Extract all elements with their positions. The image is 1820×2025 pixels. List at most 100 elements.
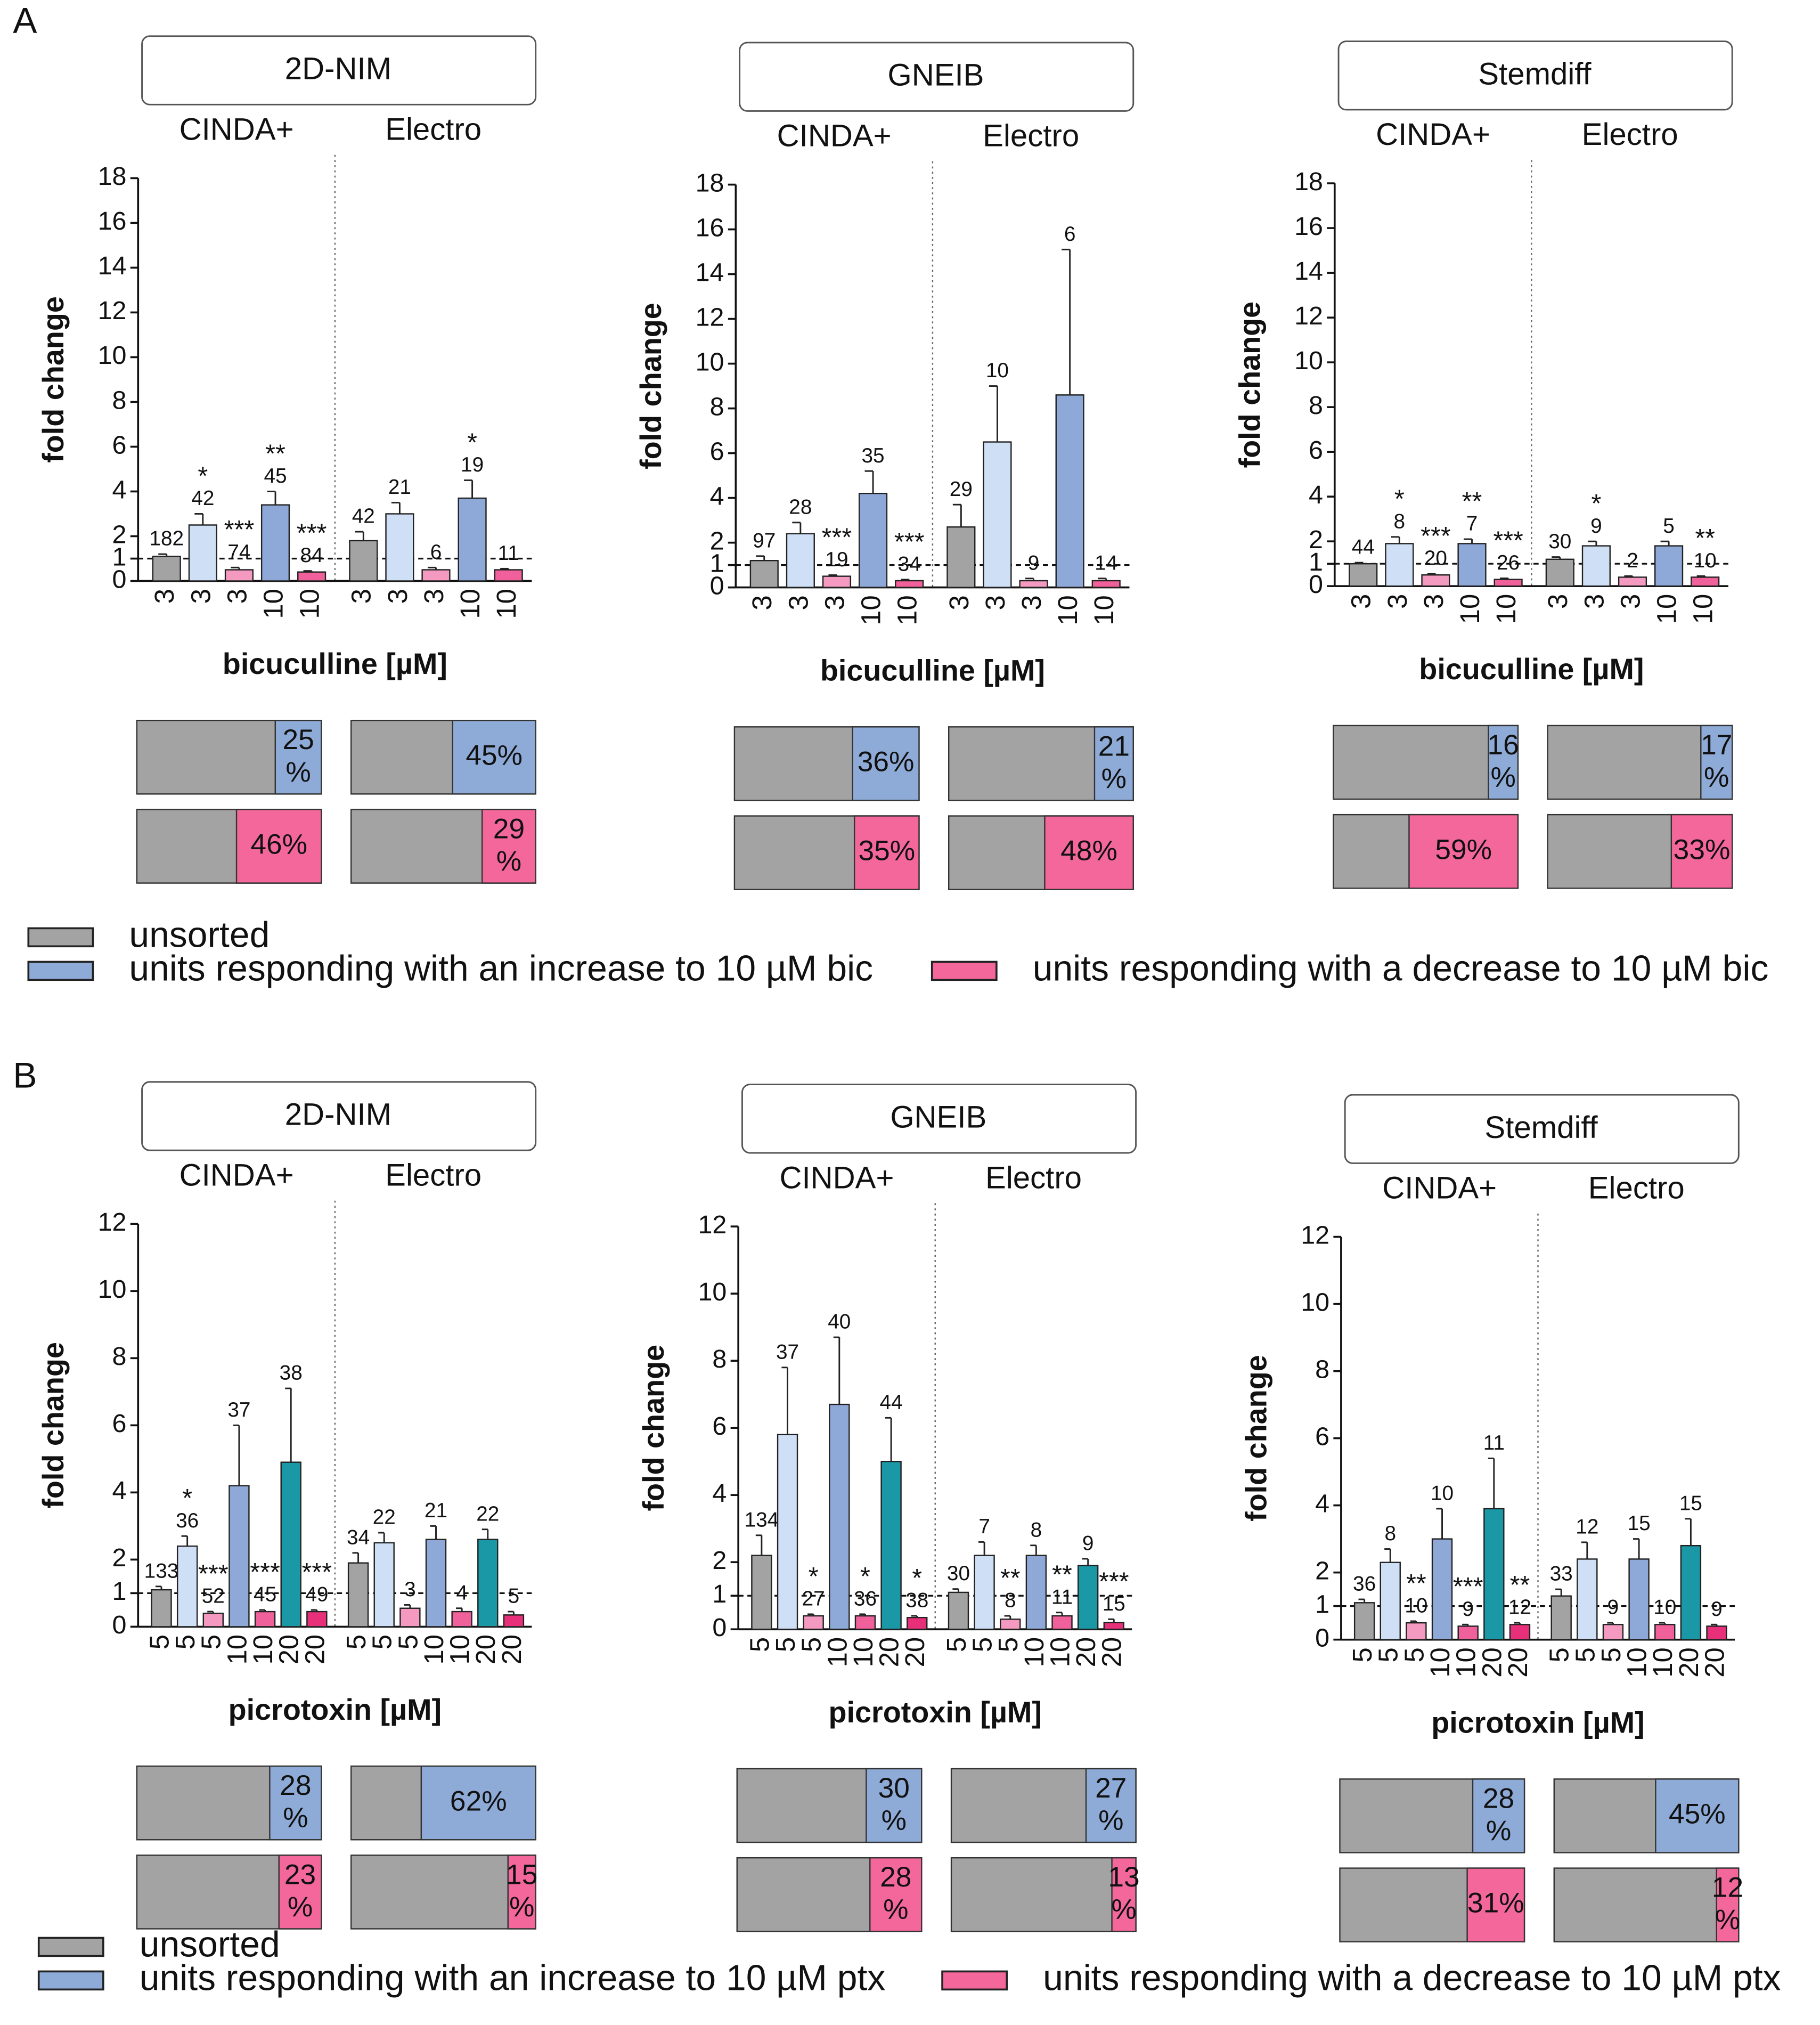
bar [1091,580,1121,588]
x-tick-label: 10 [1491,594,1521,624]
n-label: 30 [1548,530,1571,553]
response-segment [866,1768,923,1843]
significance: *** [1421,522,1451,550]
x-tick-label: 10 [848,1637,878,1668]
bar [477,1539,499,1628]
y-tick-label: 4 [1315,1489,1329,1518]
n-label: 133 [144,1559,179,1582]
response-label-part: % [1101,763,1127,794]
response-segment [1655,1778,1740,1853]
n-label: 37 [227,1398,250,1421]
y-axis-label: fold change [37,296,70,463]
y-tick-label: 12 [1294,302,1323,330]
response-label: 62% [450,1785,507,1817]
response-segment [1085,1768,1137,1843]
bar [1545,558,1574,587]
response-label-part: % [1098,1805,1123,1836]
response-box [1333,725,1519,800]
y-tick-label: 2 [112,1543,127,1572]
n-label: 27 [802,1587,825,1610]
response-label-part: 12 [1712,1872,1743,1904]
bar [399,1607,421,1628]
response-segment [1408,814,1519,889]
x-tick-label: 10 [1652,594,1682,624]
bar [503,1614,525,1628]
response-segment [853,815,920,890]
response-label: 48% [1060,835,1117,867]
response-label: 45% [466,739,523,771]
bar [829,1403,850,1630]
n-label: 28 [789,495,812,518]
x-tick-label: 10 [1052,595,1083,625]
n-label: 9 [1711,1598,1723,1621]
y-tick-label: 4 [710,482,724,510]
response-label-part: % [496,845,521,877]
n-label: 7 [978,1515,990,1538]
significance: *** [1453,1572,1483,1601]
response-label: 21% [1098,730,1130,794]
significance: *** [297,519,327,548]
response-box [950,1857,1137,1932]
bar [1509,1624,1531,1640]
n-label: 30 [947,1562,970,1585]
legend-label: unsorted [140,1924,280,1964]
x-tick-label: 10 [1019,1637,1049,1668]
group-label: Electro [385,112,481,147]
x-tick-label: 3 [783,595,813,610]
x-tick-label: 20 [470,1634,501,1665]
y-tick-label: 8 [710,392,724,421]
response-segment [1466,1867,1525,1942]
n-label: 9 [1082,1532,1094,1555]
y-tick-label: 8 [1309,391,1323,420]
response-label-part: % [1715,1904,1740,1935]
response-label-part: 16 [1488,729,1519,761]
bar [458,497,487,582]
n-label: 19 [461,453,484,476]
n-label: 29 [950,478,973,501]
x-tick-label: 3 [1418,594,1449,609]
title-box [141,35,537,105]
y-tick-label: 10 [696,347,724,376]
bar [1628,1558,1650,1640]
x-axis-label: bicuculline [µM] [820,654,1045,687]
x-tick-label: 20 [874,1637,904,1668]
n-label: 49 [305,1583,328,1606]
n-label: 10 [1694,549,1717,572]
x-tick-label: 3 [1382,594,1413,609]
y-tick-label: 1 [712,1580,727,1608]
y-tick-label: 0 [112,565,127,593]
y-tick-label: 12 [696,303,724,331]
x-tick-label: 20 [496,1634,527,1665]
x-tick-label: 5 [1347,1647,1377,1662]
y-tick-label: 6 [112,1409,127,1438]
n-label: 9 [1028,551,1040,574]
response-label-part: % [882,1805,907,1836]
bar [786,533,815,588]
bar [1457,543,1487,587]
y-tick-label: 8 [112,386,127,414]
legend-swatch [931,961,998,981]
response-label: 23% [284,1859,316,1923]
bar [188,524,217,582]
response-label: 28% [280,1770,311,1834]
x-axis-label: picrotoxin [µM] [829,1696,1042,1729]
bar [421,569,451,582]
n-label: 45 [264,465,287,487]
n-label: 134 [745,1508,779,1531]
legend-label: unsorted [129,915,270,955]
n-label: 8 [1384,1522,1396,1545]
title-box [1344,1094,1740,1164]
x-tick-label: 5 [1373,1647,1403,1662]
x-tick-label: 3 [419,589,449,604]
n-label: 22 [476,1502,499,1525]
x-tick-label: 10 [1688,594,1718,624]
x-tick-label: 5 [796,1637,827,1652]
response-label-part: 28 [1483,1783,1514,1814]
n-label: 34 [898,552,921,575]
y-tick-label: 4 [112,1476,127,1505]
significance: ** [1462,487,1482,516]
significance: *** [224,515,255,544]
x-tick-label: 10 [1089,595,1119,625]
y-tick-label: 4 [112,475,127,504]
response-label-part: 29 [493,813,525,844]
